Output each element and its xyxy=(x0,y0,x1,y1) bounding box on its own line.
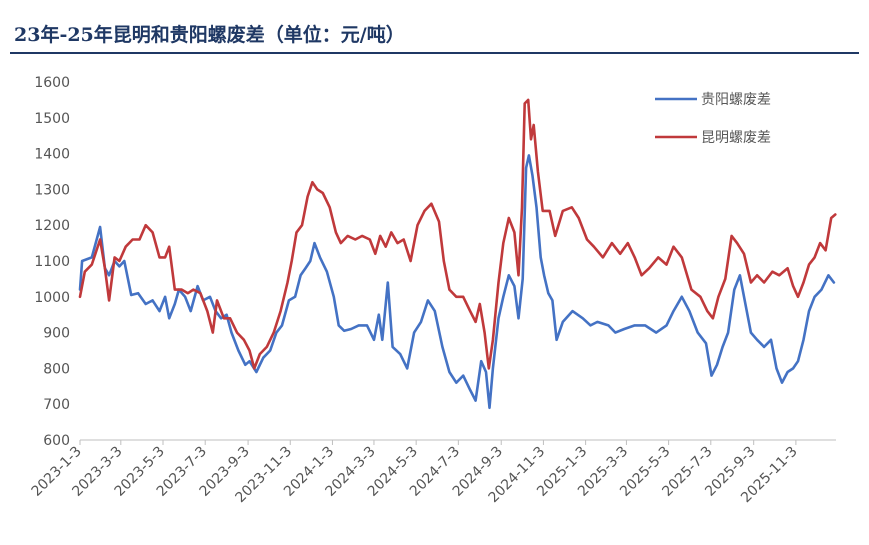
title-divider xyxy=(10,52,859,54)
series-line-2 xyxy=(78,98,837,370)
y-tick-label: 1100 xyxy=(34,254,70,270)
y-tick-label: 1600 xyxy=(34,75,70,91)
legend-label: 贵阳螺废差 xyxy=(701,92,771,108)
x-axis xyxy=(79,439,836,445)
series-line-1 xyxy=(78,154,836,410)
y-tick-label: 700 xyxy=(43,397,70,413)
legend-label: 昆明螺废差 xyxy=(701,130,771,146)
y-axis-labels: 600 700 800 900 1000 1100 1200 1300 1400 1500 1600 xyxy=(34,75,70,449)
y-tick-label: 900 xyxy=(43,326,70,342)
x-axis-labels: 2023-1-32023-3-32023-5-32023-7-32023-9-3… xyxy=(29,444,801,507)
y-tick-label: 1200 xyxy=(34,218,70,234)
y-tick-label: 1300 xyxy=(34,182,70,198)
y-tick-label: 800 xyxy=(43,361,70,377)
y-tick-label: 1400 xyxy=(34,147,70,163)
y-tick-label: 1000 xyxy=(34,290,70,306)
y-tick-label: 1500 xyxy=(34,111,70,127)
chart-title: 23年-25年昆明和贵阳螺废差（单位：元/吨） xyxy=(14,24,405,46)
series-lines xyxy=(78,98,837,410)
y-tick-label: 600 xyxy=(43,433,70,449)
